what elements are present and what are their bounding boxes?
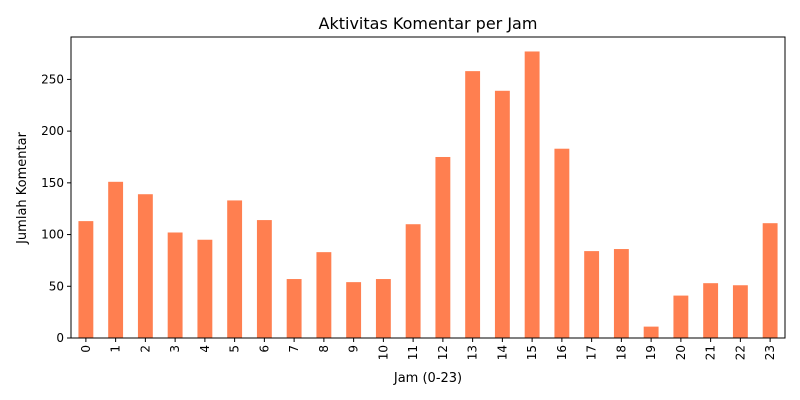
x-tick-label: 1 [109, 345, 123, 353]
bar-hour-12 [435, 156, 451, 338]
x-tick-label: 5 [228, 345, 242, 353]
x-tick-label: 12 [436, 345, 450, 360]
bar-hour-6 [256, 220, 272, 338]
bar-hour-3 [167, 232, 183, 338]
x-tick-label: 6 [257, 345, 271, 353]
x-tick-label: 4 [198, 345, 212, 353]
y-tick-label: 150 [41, 176, 64, 190]
bar-hour-22 [732, 285, 748, 338]
x-tick-label: 10 [376, 345, 390, 360]
bar-hour-2 [137, 194, 153, 338]
x-tick-label: 14 [495, 345, 509, 360]
y-axis-label: Jumlah Komentar [15, 131, 30, 244]
x-tick-label: 0 [79, 345, 93, 353]
x-tick-label: 2 [138, 345, 152, 353]
bar-hour-18 [613, 249, 629, 338]
bar-hour-8 [316, 252, 332, 338]
y-tick-label: 0 [56, 331, 64, 345]
x-tick-label: 15 [525, 345, 539, 360]
bar-hour-15 [524, 51, 540, 338]
bar-hour-23 [762, 223, 778, 338]
x-tick-label: 21 [704, 345, 718, 360]
x-tick-label: 13 [466, 345, 480, 360]
bar-hour-21 [703, 283, 719, 338]
bar-hour-13 [465, 71, 481, 338]
x-tick-label: 11 [406, 345, 420, 360]
y-tick-label: 200 [41, 124, 64, 138]
bar-hour-0 [78, 221, 94, 338]
y-axis: 0 50 100 150 200 250 [41, 72, 71, 345]
x-tick-label: 9 [347, 345, 361, 353]
x-tick-label: 16 [555, 345, 569, 360]
plot-frame [70, 36, 786, 339]
bar-hour-1 [108, 181, 124, 338]
bar-hour-9 [346, 282, 362, 338]
x-axis: 0 1 2 3 4 5 6 7 8 9 10 11 12 13 14 15 16 17 18 19 20 21 22 23 [79, 338, 777, 360]
bar-hour-10 [375, 279, 391, 338]
x-tick-label: 17 [585, 345, 599, 360]
bar-hour-11 [405, 224, 421, 338]
bar-hour-5 [227, 200, 243, 338]
x-tick-label: 22 [733, 345, 747, 360]
bar-hour-20 [673, 295, 689, 338]
x-tick-label: 19 [644, 345, 658, 360]
x-tick-label: 7 [287, 345, 301, 353]
x-axis-label: Jam (0-23) [393, 371, 462, 386]
bar-hour-7 [286, 279, 302, 338]
bar-hour-16 [554, 148, 570, 338]
y-tick-label: 100 [41, 228, 64, 242]
x-tick-label: 18 [614, 345, 628, 360]
bar-hour-4 [197, 239, 213, 338]
bars-group [78, 51, 778, 338]
bar-hour-17 [584, 251, 600, 338]
bar-hour-19 [643, 326, 659, 338]
bar-hour-14 [494, 90, 510, 338]
x-tick-label: 23 [763, 345, 777, 360]
x-tick-label: 3 [168, 345, 182, 353]
x-tick-label: 20 [674, 345, 688, 360]
y-tick-label: 50 [49, 279, 64, 293]
y-tick-label: 250 [41, 72, 64, 86]
chart-title: Aktivitas Komentar per Jam [319, 14, 538, 33]
x-tick-label: 8 [317, 345, 331, 353]
